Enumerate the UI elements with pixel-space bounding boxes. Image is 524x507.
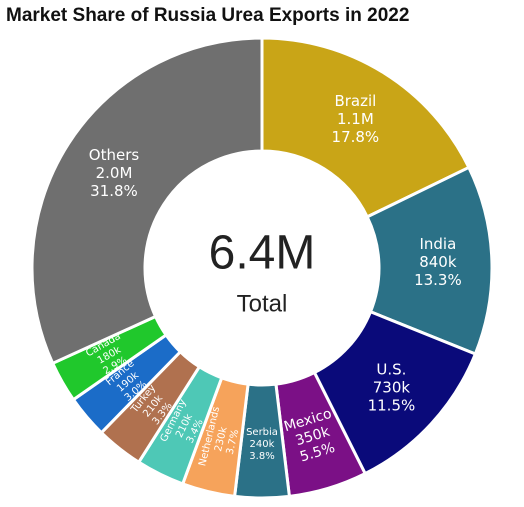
segment-label: India 840k 13.3% [414,234,462,288]
label-line: 840k [419,252,457,270]
segment-label: Serbia 240k 3.8% [246,427,278,462]
label-line: Brazil [334,91,376,109]
label-line: Serbia [246,427,278,438]
segment-label: Brazil 1.1M 17.8% [332,91,380,145]
total-value: 6.4M [209,227,316,280]
label-line: 2.0M [96,163,133,181]
label-line: 240k [250,439,275,450]
segment-label: Others 2.0M 31.8% [89,145,140,199]
segment-label: U.S. 730k 11.5% [368,360,416,414]
segment [365,165,494,356]
label-line: 3.8% [249,451,274,462]
label-line: 730k [373,378,411,396]
label-line: India [419,234,456,252]
chart-title: Market Share of Russia Urea Exports in 2… [6,5,409,26]
label-line: 11.5% [368,396,416,414]
segment [260,36,471,219]
label-line: 31.8% [90,181,138,199]
label-line: 17.8% [332,127,380,145]
label-line: 13.3% [414,270,462,288]
label-line: Others [89,145,140,163]
total-caption: Total [237,290,288,317]
label-line: 1.1M [337,109,374,127]
segments: Brazil 1.1M 17.8% India 840k 13.3% U.S. 730k 11.… [30,36,494,500]
label-line: U.S. [376,360,406,378]
segment [30,36,264,366]
